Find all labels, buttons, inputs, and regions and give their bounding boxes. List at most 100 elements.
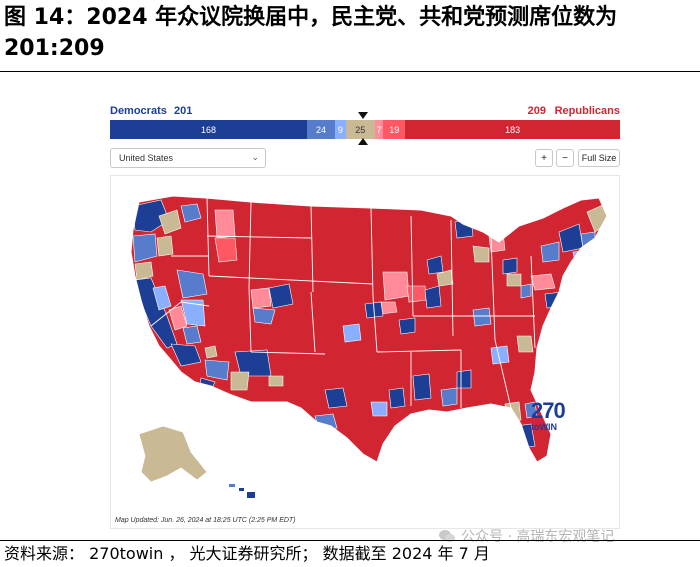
seat-bar-segment-safe-rep: 183 bbox=[405, 120, 620, 139]
district-iowa-2 bbox=[406, 285, 428, 303]
district-virginia-north bbox=[550, 307, 568, 321]
district-colorado-west bbox=[250, 287, 272, 309]
state-boundary-11 bbox=[410, 215, 414, 317]
state-boundary-14 bbox=[490, 235, 496, 341]
zoom-out-button[interactable]: − bbox=[556, 149, 574, 167]
seat-bar-segment-likely-rep: 19 bbox=[383, 120, 406, 139]
district-california-22 bbox=[168, 305, 188, 331]
district-arizona-6 bbox=[230, 371, 250, 391]
district-georgia-atlanta bbox=[456, 369, 472, 389]
title-divider bbox=[0, 71, 700, 72]
district-montana-1 bbox=[214, 237, 238, 263]
district-north-carolina-13 bbox=[490, 345, 510, 365]
state-boundary-10 bbox=[376, 349, 462, 353]
state-boundary-1 bbox=[248, 201, 252, 289]
district-nevada-south bbox=[180, 299, 206, 327]
district-iowa-east bbox=[382, 271, 410, 301]
district-california-13 bbox=[152, 285, 172, 311]
us-map-svg[interactable] bbox=[111, 176, 620, 529]
district-ohio-9 bbox=[506, 273, 522, 287]
district-new-mexico-2 bbox=[268, 375, 284, 387]
republicans-total: 209 bbox=[527, 105, 546, 117]
district-oregon-5 bbox=[156, 235, 174, 257]
map-updated-note: Map Updated: Jun. 26, 2024 at 18:25 UTC … bbox=[115, 517, 296, 524]
district-colorado-denver bbox=[268, 283, 294, 309]
state-select-value: United States bbox=[119, 153, 174, 163]
zoom-in-button[interactable]: + bbox=[535, 149, 553, 167]
republicans-label: Republicans bbox=[554, 105, 620, 117]
district-washington-8 bbox=[180, 203, 202, 223]
state-boundary-20 bbox=[150, 301, 182, 327]
district-georgia-2 bbox=[440, 387, 458, 407]
270towin-logo: 270 toWIN bbox=[531, 398, 577, 433]
hawaii-districts bbox=[229, 484, 255, 498]
state-boundary-15 bbox=[530, 255, 536, 349]
logo-subtext: toWIN bbox=[531, 422, 557, 432]
district-kentucky-3 bbox=[472, 307, 492, 327]
figure-title: 图 14：2024 年众议院换届中，民主党、共和党预测席位数为 201:209 bbox=[4, 5, 618, 61]
district-california-27 bbox=[182, 325, 202, 345]
district-pennsylvania-7 bbox=[530, 273, 556, 291]
seat-bar-segment-lean-rep: 7 bbox=[374, 120, 384, 139]
district-washington-west bbox=[132, 199, 170, 233]
district-california-la bbox=[170, 343, 202, 367]
district-north-carolina-1 bbox=[516, 335, 534, 353]
district-california-north bbox=[134, 261, 154, 281]
tally-row: Democrats 201 209 Republicans bbox=[110, 105, 620, 119]
state-boundary-0 bbox=[206, 197, 210, 277]
state-boundary-6 bbox=[248, 287, 252, 353]
state-boundary-3 bbox=[370, 207, 374, 297]
district-ohio-13 bbox=[520, 283, 532, 299]
district-nevada-north bbox=[176, 269, 208, 299]
logo-number: 270 bbox=[531, 398, 566, 423]
district-louisiana-6 bbox=[370, 401, 388, 417]
state-select[interactable]: United States ⌄ bbox=[110, 148, 266, 168]
district-missouri-stl bbox=[398, 317, 416, 335]
district-map[interactable]: 270 toWIN Map Updated: Jun. 26, 2024 at … bbox=[110, 175, 620, 529]
state-boundary-5 bbox=[208, 275, 374, 285]
district-colorado-8 bbox=[252, 307, 276, 325]
district-pennsylvania-philly bbox=[544, 291, 564, 309]
district-michigan-detroit bbox=[502, 257, 518, 275]
footer-divider bbox=[0, 540, 700, 541]
watermark: 公众号 · 高瑞东宏观笔记 bbox=[438, 526, 614, 546]
seat-bar: 168 24 9 25 7 19 183 bbox=[110, 120, 620, 139]
district-wisconsin-3 bbox=[436, 269, 454, 287]
district-new-york-4 bbox=[540, 241, 560, 263]
seat-bar-segment-tossup: 25 bbox=[345, 120, 375, 139]
district-florida-22 bbox=[524, 401, 538, 419]
majority-marker-top-icon bbox=[358, 112, 368, 119]
us-outline bbox=[130, 195, 608, 463]
district-washington-3 bbox=[158, 209, 182, 235]
district-texas-border bbox=[302, 437, 318, 457]
district-kansas-3 bbox=[342, 323, 362, 343]
democrats-total: 201 bbox=[174, 105, 193, 117]
state-boundary-12 bbox=[450, 219, 454, 337]
district-new-york-city bbox=[572, 249, 590, 271]
seat-bar-segment-likely-dem: 24 bbox=[306, 120, 336, 139]
state-boundary-18 bbox=[494, 339, 512, 409]
district-texas-dfw bbox=[324, 387, 348, 409]
district-texas-austin bbox=[288, 409, 308, 429]
district-oregon-coast bbox=[132, 233, 158, 263]
full-size-button[interactable]: Full Size bbox=[578, 149, 620, 167]
district-michigan-7 bbox=[472, 245, 490, 263]
district-mississippi-2 bbox=[388, 387, 406, 409]
source-note: 资料来源： 270towin ， 光大证券研究所； 数据截至 2024 年 7 … bbox=[4, 544, 490, 563]
district-california-41 bbox=[204, 345, 218, 359]
democrats-label: Democrats bbox=[110, 105, 167, 117]
seat-bar-segment-lean-dem: 9 bbox=[335, 120, 346, 139]
district-idaho-montana bbox=[214, 209, 236, 239]
majority-marker-bottom-icon bbox=[358, 138, 368, 145]
forecast-panel: Democrats 201 209 Republicans 168 24 9 25 7 1… bbox=[108, 101, 622, 531]
state-boundary-8 bbox=[250, 351, 326, 355]
state-boundary-2 bbox=[310, 205, 314, 293]
state-boundary-7 bbox=[310, 291, 316, 353]
alaska-district bbox=[138, 425, 208, 483]
district-arizona-4 bbox=[204, 359, 230, 381]
chevron-down-icon: ⌄ bbox=[251, 152, 259, 162]
watermark-text: 公众号 · 高瑞东宏观笔记 bbox=[461, 529, 615, 545]
district-alabama-7 bbox=[412, 373, 432, 401]
state-boundary-4 bbox=[206, 235, 312, 239]
state-boundary-9 bbox=[372, 295, 378, 353]
